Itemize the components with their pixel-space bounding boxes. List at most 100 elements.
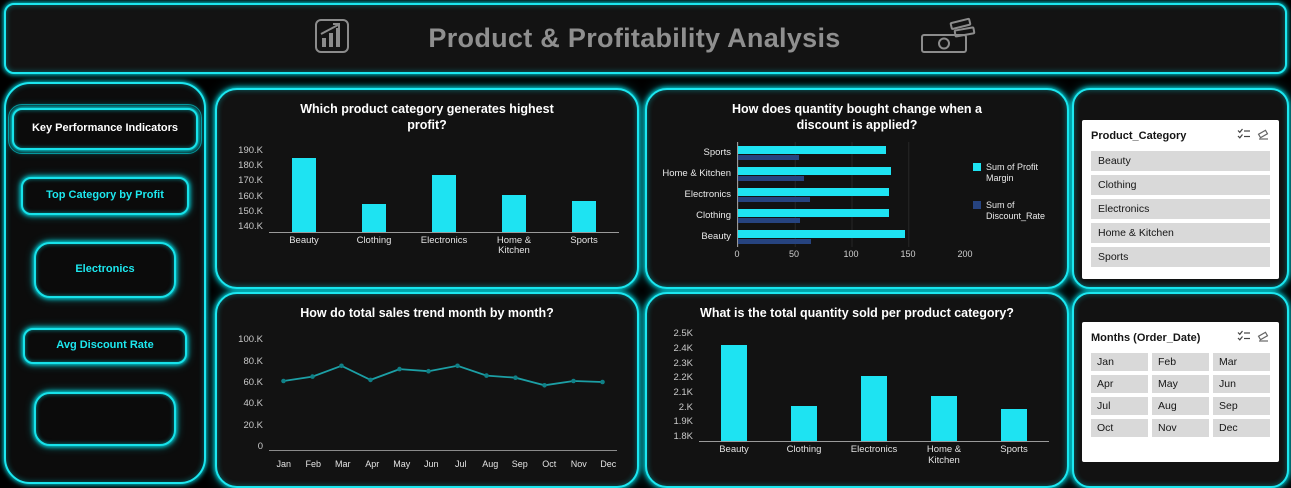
y-axis-label: Beauty xyxy=(701,230,731,242)
bar-home-kitchen xyxy=(931,396,957,442)
x-axis-label: Home & Kitchen xyxy=(496,234,532,257)
x-axis-label: Sports xyxy=(570,234,598,246)
y-tick-label: 0 xyxy=(257,441,263,453)
avg-discount-rate-button[interactable]: Avg Discount Rate xyxy=(23,328,187,364)
bar-beauty xyxy=(721,345,747,442)
profit-by-category-chart[interactable]: 190.K 180.K 170.K 160.K 150.K 140.K Beauty Clot… xyxy=(217,144,637,258)
bar-sum-of-discount-rate-home-kitchen xyxy=(738,175,804,181)
y-tick-label: 2.4K xyxy=(673,342,693,354)
top-category-by-profit-button[interactable]: Top Category by Profit xyxy=(21,177,189,215)
kpi-header-label: Key Performance Indicators xyxy=(31,122,179,135)
quantity-by-category-chart[interactable]: 2.5K 2.4K 2.3K 2.2K 2.1K 2.K 1.9K 1.8K Beauty Clo… xyxy=(647,327,1067,467)
y-tick-label: 80.K xyxy=(243,355,263,367)
y-tick-label: 60.K xyxy=(243,377,263,389)
slicer-item-nov[interactable]: Nov xyxy=(1152,419,1209,437)
chart-title: How does quantity bought change when a d… xyxy=(731,102,982,133)
x-axis-label: Feb xyxy=(305,459,321,470)
bar-sum-of-profit-margin-beauty xyxy=(738,229,905,238)
y-tick-label: 140.K xyxy=(238,221,263,233)
y-tick-label: 2.3K xyxy=(673,357,693,369)
slicer-item-electronics[interactable]: Electronics xyxy=(1091,199,1270,219)
x-axis-label: Clothing xyxy=(786,444,822,456)
chart-title: How do total sales trend month by month? xyxy=(300,306,554,320)
data-point-sep xyxy=(513,375,518,381)
bar-chart-icon xyxy=(314,18,350,59)
discount-quantity-chart[interactable]: Sports Home & Kitchen Electronics Clothing B… xyxy=(647,138,1067,263)
clear-selections-icon[interactable] xyxy=(1257,127,1270,145)
y-tick-label: 100.K xyxy=(238,334,263,346)
data-point-nov xyxy=(571,378,576,384)
bar-sum-of-discount-rate-electronics xyxy=(738,196,810,202)
sales-trend-chart[interactable]: 100.K 80.K 60.K 40.K 20.K 0 Jan Feb Mar Apr May Jun… xyxy=(217,333,637,469)
months-grid: Jan Feb Mar Apr May Jun Jul Aug Sep Oct Nov Dec xyxy=(1091,353,1270,437)
slicer-item-sep[interactable]: Sep xyxy=(1213,397,1270,415)
y-axis: 2.5K 2.4K 2.3K 2.2K 2.1K 2.K 1.9K 1.8K xyxy=(657,329,699,441)
x-axis-label: Clothing xyxy=(356,234,392,246)
slicer-item-feb[interactable]: Feb xyxy=(1152,353,1209,371)
x-axis-label: May xyxy=(393,459,411,470)
y-tick-label: 190.K xyxy=(238,144,263,156)
slicer-item-aug[interactable]: Aug xyxy=(1152,397,1209,415)
slicer-item-mar[interactable]: Mar xyxy=(1213,353,1270,371)
top-category-value: Electronics xyxy=(75,263,135,276)
y-axis: 100.K 80.K 60.K 40.K 20.K 0 xyxy=(227,335,269,451)
chart-title: What is the total quantity sold per prod… xyxy=(700,306,1014,320)
slicer-item-clothing[interactable]: Clothing xyxy=(1091,175,1270,195)
slicer-item-oct[interactable]: Oct xyxy=(1091,419,1148,437)
bar-chart: 2.5K 2.4K 2.3K 2.2K 2.1K 2.K 1.9K 1.8K Beauty Clo… xyxy=(647,327,1067,467)
x-axis: Beauty Clothing Electronics Home & Kitchen S… xyxy=(269,234,619,258)
profit-by-category-panel: Which product category generates highest… xyxy=(215,88,639,289)
slicer-item-home-kitchen[interactable]: Home & Kitchen xyxy=(1091,223,1270,243)
data-point-oct xyxy=(542,383,547,388)
bar-sum-of-profit-margin-sports xyxy=(738,145,886,154)
x-axis-label: Mar xyxy=(335,459,351,470)
clear-selections-icon[interactable] xyxy=(1257,329,1270,347)
x-axis-label: Nov xyxy=(570,459,587,470)
x-axis-label: Jan xyxy=(276,459,291,470)
legend-swatch xyxy=(973,162,981,171)
bar-sum-of-profit-margin-home-kitchen xyxy=(738,166,892,175)
bar-electronics xyxy=(432,174,456,232)
slicer-item-beauty[interactable]: Beauty xyxy=(1091,151,1270,171)
kpi-header-button[interactable]: Key Performance Indicators xyxy=(8,104,202,154)
discount-quantity-panel: How does quantity bought change when a d… xyxy=(645,88,1069,289)
y-tick-label: 2.5K xyxy=(673,328,693,340)
x-axis-label: Home & Kitchen xyxy=(926,444,962,467)
data-point-jan xyxy=(281,378,286,384)
x-axis-label: Dec xyxy=(600,459,617,470)
slicer-item-sports[interactable]: Sports xyxy=(1091,247,1270,267)
slicer-header: Product_Category xyxy=(1091,127,1270,145)
empty-kpi-card xyxy=(34,392,176,446)
y-tick-label: 180.K xyxy=(238,159,263,171)
slicer-item-dec[interactable]: Dec xyxy=(1213,419,1270,437)
multi-select-icon[interactable] xyxy=(1237,127,1250,145)
bar-sports xyxy=(1001,409,1027,442)
plot-area xyxy=(737,162,965,184)
top-category-label: Top Category by Profit xyxy=(46,189,164,202)
chart-title: Which product category generates highest… xyxy=(300,102,554,133)
y-tick-label: 160.K xyxy=(238,190,263,202)
x-axis-label: Sports xyxy=(1000,444,1028,456)
legend-swatch xyxy=(973,201,981,209)
header-bar: Product & Profitability Analysis xyxy=(4,3,1287,74)
data-point-apr xyxy=(368,377,373,383)
slicer-item-jul[interactable]: Jul xyxy=(1091,397,1148,415)
data-point-aug xyxy=(484,373,489,379)
slicer-item-jun[interactable]: Jun xyxy=(1213,375,1270,393)
y-axis-label: Clothing xyxy=(696,209,731,221)
slicer-item-may[interactable]: May xyxy=(1152,375,1209,393)
legend-entry: Sum of Profit Margin xyxy=(973,162,1059,185)
bar-home-kitchen xyxy=(502,195,526,232)
legend-entry: Sum of Discount_Rate xyxy=(973,200,1059,223)
top-category-value-card: Electronics xyxy=(34,242,176,298)
slicer-item-apr[interactable]: Apr xyxy=(1091,375,1148,393)
multi-select-icon[interactable] xyxy=(1237,329,1250,347)
slicer-item-jan[interactable]: Jan xyxy=(1091,353,1148,371)
sales-trend-panel: How do total sales trend month by month?… xyxy=(215,292,639,488)
x-axis-label: Jul xyxy=(454,459,467,470)
bar-chart: 190.K 180.K 170.K 160.K 150.K 140.K Beauty Clot… xyxy=(217,144,637,258)
bar-beauty xyxy=(292,157,316,232)
y-axis-label: Electronics xyxy=(684,188,731,200)
bar-sum-of-discount-rate-clothing xyxy=(738,217,801,223)
x-tick-label: 0 xyxy=(734,248,740,259)
